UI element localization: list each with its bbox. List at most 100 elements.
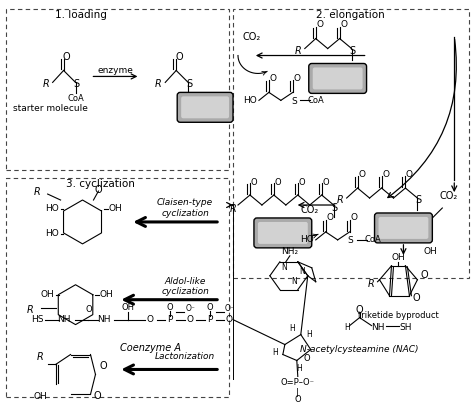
Text: NH: NH bbox=[371, 323, 384, 332]
Text: S: S bbox=[291, 97, 297, 106]
Text: O: O bbox=[85, 305, 92, 314]
Text: R: R bbox=[27, 305, 34, 314]
Text: O: O bbox=[340, 20, 347, 29]
Text: H: H bbox=[296, 364, 301, 373]
Text: enzyme: enzyme bbox=[98, 66, 133, 75]
Text: OH: OH bbox=[122, 303, 135, 312]
Text: O: O bbox=[350, 213, 357, 223]
Text: |: | bbox=[296, 388, 299, 397]
Text: CoA: CoA bbox=[364, 235, 381, 244]
Text: O: O bbox=[207, 303, 213, 312]
FancyBboxPatch shape bbox=[309, 64, 366, 93]
Text: H: H bbox=[289, 324, 295, 333]
Text: P: P bbox=[208, 315, 213, 324]
Text: N-acetylcysteamine (NAC): N-acetylcysteamine (NAC) bbox=[301, 345, 419, 354]
Text: NH₂: NH₂ bbox=[281, 248, 299, 256]
Text: Lactonization: Lactonization bbox=[155, 352, 215, 361]
Text: O: O bbox=[167, 303, 173, 312]
FancyBboxPatch shape bbox=[177, 92, 233, 122]
Text: O⁻: O⁻ bbox=[225, 304, 235, 313]
Text: O: O bbox=[63, 52, 70, 62]
Text: O=P–O⁻: O=P–O⁻ bbox=[281, 378, 315, 387]
Text: O: O bbox=[420, 270, 428, 280]
Text: Aldol-like
cyclization: Aldol-like cyclization bbox=[161, 277, 209, 297]
Text: NH: NH bbox=[57, 315, 70, 324]
Text: O: O bbox=[226, 315, 233, 324]
Text: R: R bbox=[42, 79, 49, 89]
Text: R: R bbox=[155, 79, 162, 89]
FancyBboxPatch shape bbox=[313, 67, 363, 89]
Text: CoA: CoA bbox=[307, 96, 324, 105]
Text: S: S bbox=[332, 203, 338, 213]
Text: P: P bbox=[167, 315, 173, 324]
Text: O: O bbox=[358, 170, 365, 178]
Text: R: R bbox=[368, 279, 375, 289]
Text: O: O bbox=[294, 395, 301, 404]
Text: S: S bbox=[73, 79, 80, 89]
Text: O: O bbox=[147, 315, 154, 324]
Text: NH: NH bbox=[97, 315, 110, 324]
Text: O: O bbox=[356, 305, 364, 314]
Text: SH: SH bbox=[399, 323, 412, 332]
Text: R: R bbox=[336, 195, 343, 205]
Text: O: O bbox=[187, 315, 194, 324]
Text: CO₂: CO₂ bbox=[439, 191, 457, 201]
Text: HO: HO bbox=[243, 96, 257, 105]
Text: R: R bbox=[34, 187, 41, 197]
Text: O: O bbox=[316, 20, 323, 29]
FancyBboxPatch shape bbox=[181, 97, 229, 118]
FancyBboxPatch shape bbox=[254, 218, 312, 248]
Text: O: O bbox=[94, 391, 101, 401]
Bar bbox=[6, 9, 229, 170]
Text: Claisen-type
cyclization: Claisen-type cyclization bbox=[157, 198, 213, 218]
Text: OH: OH bbox=[100, 290, 113, 299]
Text: O: O bbox=[269, 74, 276, 83]
Text: H: H bbox=[306, 330, 311, 339]
Text: R: R bbox=[37, 352, 44, 362]
Text: O: O bbox=[95, 185, 102, 195]
Bar bbox=[6, 178, 229, 397]
Text: O: O bbox=[412, 293, 420, 303]
Text: OH: OH bbox=[392, 253, 405, 262]
Text: 3. cyclization: 3. cyclization bbox=[66, 179, 135, 189]
Text: H: H bbox=[344, 323, 349, 332]
Text: starter molecule: starter molecule bbox=[13, 104, 88, 113]
Text: O: O bbox=[303, 354, 310, 363]
Text: S: S bbox=[415, 195, 421, 205]
Text: O: O bbox=[299, 178, 305, 187]
Text: HO: HO bbox=[45, 205, 58, 213]
Text: O: O bbox=[175, 52, 183, 62]
Text: R: R bbox=[294, 45, 301, 55]
Text: OH: OH bbox=[41, 290, 55, 299]
Text: R: R bbox=[229, 204, 237, 214]
FancyBboxPatch shape bbox=[258, 222, 308, 244]
FancyBboxPatch shape bbox=[374, 213, 432, 243]
Text: OH: OH bbox=[109, 205, 122, 213]
Text: OH: OH bbox=[34, 392, 47, 401]
FancyBboxPatch shape bbox=[379, 217, 428, 239]
Text: O: O bbox=[326, 213, 333, 223]
Text: HS: HS bbox=[31, 315, 43, 324]
Text: CO₂: CO₂ bbox=[301, 205, 319, 215]
Text: O: O bbox=[100, 362, 107, 371]
Text: O: O bbox=[274, 178, 281, 187]
Bar bbox=[233, 9, 469, 278]
Text: S: S bbox=[186, 79, 192, 89]
Text: N: N bbox=[299, 267, 305, 276]
Text: O⁻: O⁻ bbox=[185, 304, 195, 313]
Text: O: O bbox=[382, 170, 389, 178]
Text: N: N bbox=[281, 263, 287, 272]
Text: OH: OH bbox=[423, 248, 437, 256]
Text: H: H bbox=[272, 348, 278, 357]
Text: HO: HO bbox=[300, 235, 313, 244]
Text: CoA: CoA bbox=[67, 94, 84, 103]
Text: 2. elongation: 2. elongation bbox=[316, 10, 385, 20]
Text: N: N bbox=[291, 277, 297, 286]
Text: HO: HO bbox=[45, 229, 58, 238]
Text: 1. loading: 1. loading bbox=[55, 10, 107, 20]
Text: O: O bbox=[251, 178, 257, 187]
Text: O: O bbox=[406, 170, 413, 178]
Text: triketide byproduct: triketide byproduct bbox=[358, 311, 439, 320]
Text: CO₂: CO₂ bbox=[243, 32, 261, 42]
Text: S: S bbox=[349, 45, 356, 55]
